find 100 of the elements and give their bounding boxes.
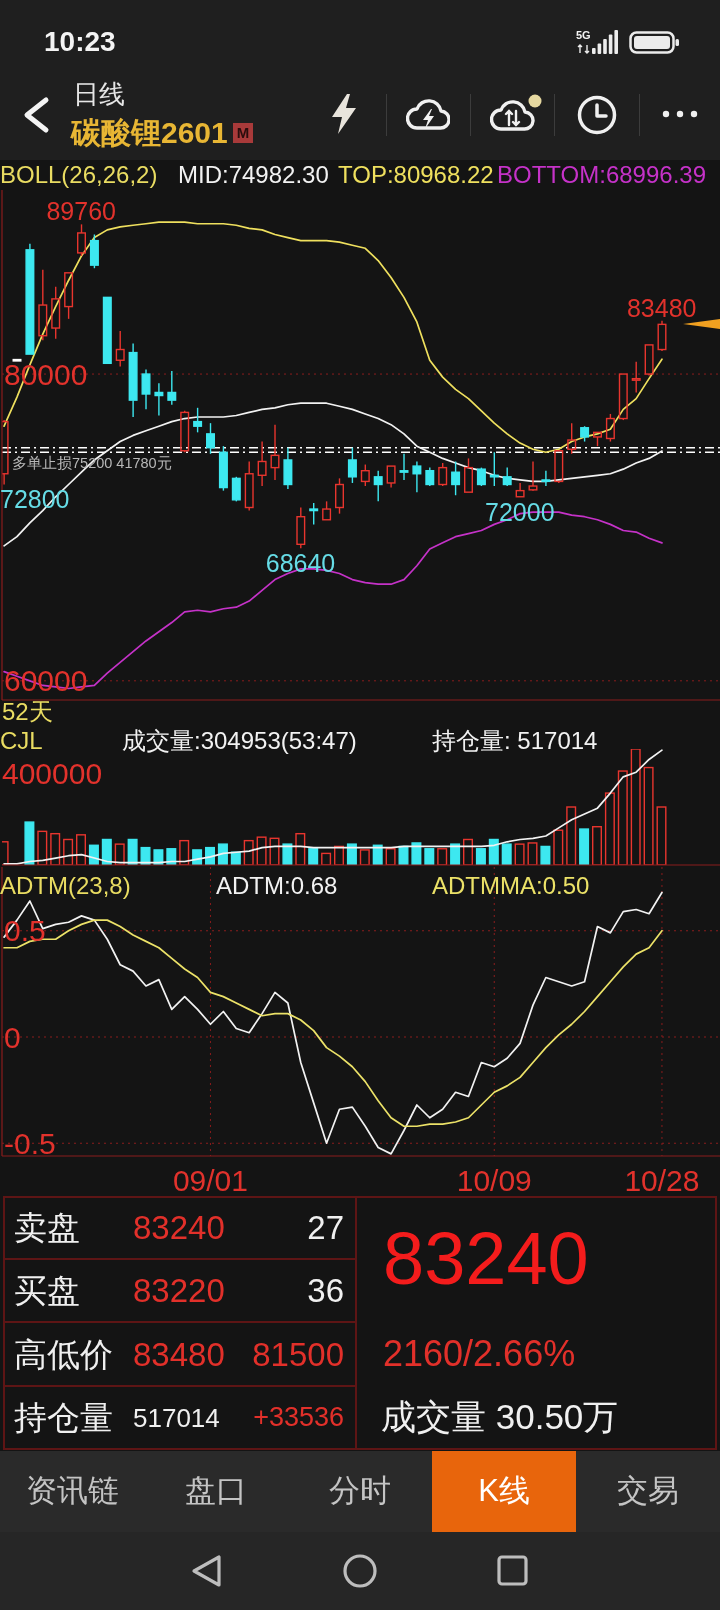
text: K线	[478, 1472, 530, 1509]
candlestick	[257, 440, 267, 487]
bar	[308, 848, 319, 865]
text: 83240	[383, 1217, 589, 1301]
text: 27	[307, 1208, 344, 1246]
text: 高低价	[14, 1335, 113, 1373]
bar	[424, 848, 435, 865]
y-tick-label: 0.5	[4, 914, 46, 948]
bar	[256, 836, 267, 865]
candlestick	[296, 506, 306, 549]
bar	[579, 828, 590, 865]
candlestick	[554, 450, 564, 484]
candlestick	[154, 382, 164, 417]
bar	[488, 838, 499, 865]
bar	[334, 845, 345, 865]
series-label: 持仓量: 517014	[432, 726, 598, 755]
text: 分时	[329, 1472, 391, 1509]
annotation: 成交量:304953(53:47)	[122, 726, 357, 755]
bar	[514, 843, 525, 865]
bar	[604, 792, 615, 865]
bar	[243, 839, 254, 865]
text: 36	[307, 1272, 344, 1310]
annotation: 83480	[626, 293, 697, 323]
chart-title: ADTM(23,8)	[0, 871, 131, 900]
text: ADTMMA:0.50	[432, 871, 590, 900]
candlestick	[386, 465, 396, 489]
candlestick	[657, 319, 667, 352]
text: 交易	[617, 1472, 679, 1509]
text: 517014	[133, 1402, 220, 1433]
text: 83480	[133, 1335, 225, 1373]
text: 持仓量	[14, 1399, 113, 1437]
bar	[269, 837, 280, 865]
bar	[217, 843, 228, 865]
candlestick	[644, 344, 654, 377]
bar	[527, 842, 538, 865]
candlestick	[128, 342, 138, 418]
text: MID:74982.30	[178, 160, 329, 189]
bar	[50, 832, 61, 865]
text: 日线	[73, 78, 125, 109]
text: 买盘	[14, 1272, 80, 1310]
bar	[37, 830, 48, 865]
bar	[553, 829, 564, 865]
text: 成交量 30.50万	[381, 1396, 619, 1437]
annotation: 400000	[2, 756, 103, 790]
annotation: 52天	[2, 697, 53, 726]
bar	[24, 821, 35, 865]
text: 卖盘	[14, 1208, 80, 1246]
legend-title: BOLL(26,26,2)	[0, 160, 158, 189]
bar	[592, 826, 602, 865]
bar	[540, 845, 551, 865]
text: 81500	[252, 1335, 344, 1373]
bar	[643, 766, 654, 865]
bar	[411, 842, 422, 865]
candlestick	[167, 370, 177, 406]
bar	[617, 770, 628, 865]
candlestick	[270, 423, 280, 481]
text: BOTTOM:68996.39	[497, 160, 706, 189]
x-tick-label: 09/01	[172, 1164, 248, 1198]
x-tick-label: 10/28	[624, 1164, 700, 1198]
y-tick-label: -0.5	[4, 1126, 56, 1160]
text: 碳酸锂2601	[71, 116, 228, 149]
bar	[437, 848, 448, 865]
bar	[295, 832, 306, 865]
bar	[282, 843, 293, 865]
candlestick	[102, 296, 112, 365]
candlestick	[141, 368, 151, 411]
bar	[321, 852, 332, 865]
y-tick-label: 0	[4, 1020, 21, 1054]
candlestick	[283, 446, 293, 490]
candlestick	[515, 482, 525, 498]
text: 2160/2.66%	[383, 1333, 576, 1375]
text: 盘口	[185, 1472, 247, 1509]
bar	[385, 848, 396, 865]
bar	[101, 838, 112, 865]
text: 83240	[133, 1208, 225, 1246]
annotation: 89760	[46, 197, 116, 227]
bar	[630, 749, 641, 865]
text: ADTM:0.68	[216, 871, 338, 900]
bar	[346, 843, 357, 865]
text: +33536	[253, 1402, 344, 1434]
text: 10:23	[44, 25, 116, 58]
line-series	[3, 402, 663, 547]
x-tick-label: 10/09	[456, 1164, 532, 1198]
chart-title: CJL	[0, 726, 43, 755]
candlestick	[541, 469, 551, 487]
bar	[179, 839, 190, 865]
annotation: 68640	[265, 549, 336, 579]
bar	[475, 848, 486, 865]
candlestick	[38, 269, 48, 342]
bar	[501, 843, 512, 865]
bar	[656, 806, 667, 865]
bar	[76, 834, 87, 865]
bar	[463, 838, 474, 865]
text: TOP:80968.22	[338, 160, 494, 189]
candlestick	[25, 242, 35, 355]
text: M	[232, 123, 254, 143]
candlestick	[425, 466, 435, 487]
bar	[63, 838, 74, 865]
bar	[450, 843, 461, 865]
text: 资讯链	[25, 1472, 119, 1509]
